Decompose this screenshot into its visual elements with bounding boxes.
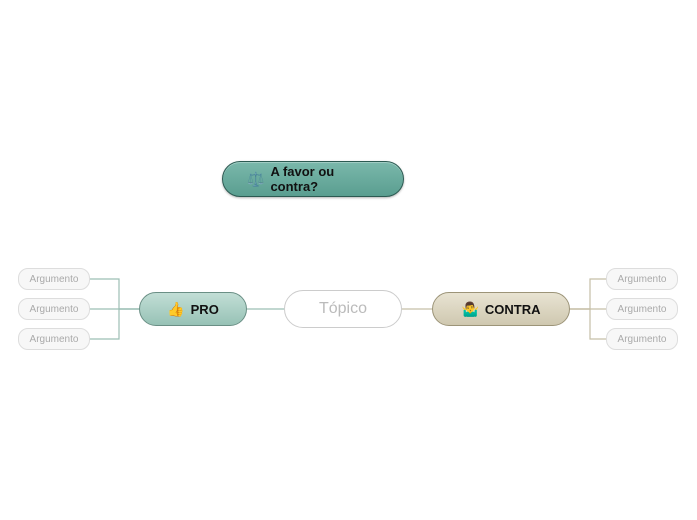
shrug-icon: 🤷‍♂️ [461, 301, 478, 318]
contra-argument-node[interactable]: Argumento [606, 298, 678, 320]
argument-label: Argumento [618, 334, 667, 345]
topic-label: Tópico [319, 300, 367, 318]
pro-argument-node[interactable]: Argumento [18, 268, 90, 290]
pro-label: PRO [191, 302, 219, 317]
connector-layer [0, 0, 697, 520]
argument-label: Argumento [618, 304, 667, 315]
title-node[interactable]: ⚖️ A favor ou contra? [222, 161, 404, 197]
title-label: A favor ou contra? [270, 164, 379, 194]
scales-icon: ⚖️ [247, 171, 264, 188]
thumbs-up-icon: 👍 [167, 301, 184, 318]
contra-node[interactable]: 🤷‍♂️ CONTRA [432, 292, 570, 326]
pro-argument-node[interactable]: Argumento [18, 298, 90, 320]
argument-label: Argumento [30, 334, 79, 345]
pro-argument-node[interactable]: Argumento [18, 328, 90, 350]
argument-label: Argumento [618, 274, 667, 285]
contra-argument-node[interactable]: Argumento [606, 328, 678, 350]
pro-node[interactable]: 👍 PRO [139, 292, 247, 326]
topic-node[interactable]: Tópico [284, 290, 402, 328]
argument-label: Argumento [30, 304, 79, 315]
argument-label: Argumento [30, 274, 79, 285]
contra-argument-node[interactable]: Argumento [606, 268, 678, 290]
contra-label: CONTRA [485, 302, 541, 317]
